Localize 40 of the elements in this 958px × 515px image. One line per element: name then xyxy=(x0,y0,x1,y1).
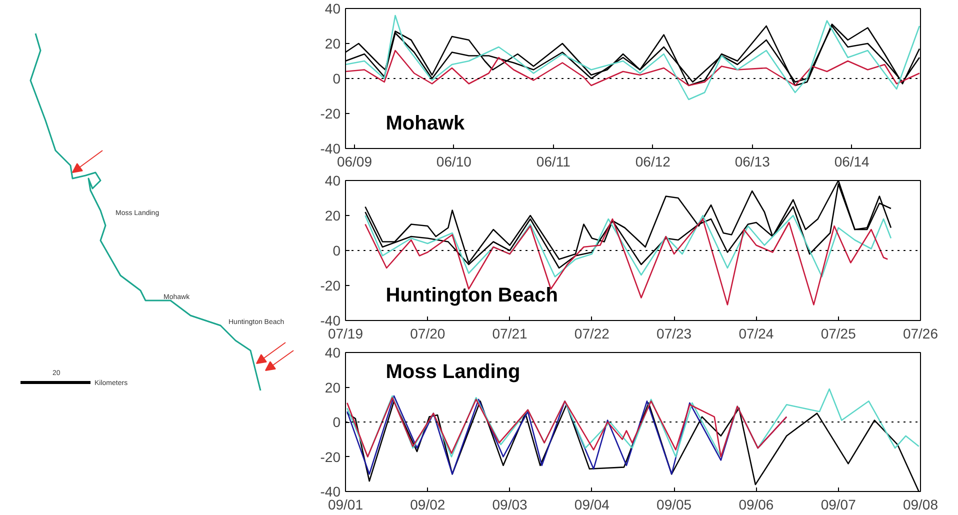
y-tick-label: 20 xyxy=(324,208,341,224)
x-tick-label: 06/09 xyxy=(336,154,372,170)
annotation: Mohawk xyxy=(386,112,466,134)
annotation: Huntington Beach xyxy=(386,284,558,306)
x-tick-label: 09/06 xyxy=(738,496,774,512)
y-tick-label: 0 xyxy=(332,70,341,86)
x-tick-label: 09/02 xyxy=(410,496,446,512)
y-tick-label: -20 xyxy=(320,278,341,294)
x-tick-label: 07/20 xyxy=(410,326,446,342)
x-tick-label: 09/03 xyxy=(492,496,528,512)
x-tick-label: 07/26 xyxy=(902,326,938,342)
y-tick-label: -20 xyxy=(320,106,341,122)
y-tick-label: -40 xyxy=(320,312,341,328)
x-tick-label: 06/13 xyxy=(734,154,770,170)
y-tick-label: -40 xyxy=(320,484,341,500)
y-tick-label: 20 xyxy=(324,36,341,52)
x-tick-label: 07/25 xyxy=(820,326,856,342)
x-tick-label: 07/24 xyxy=(738,326,774,342)
x-tick-label: 06/12 xyxy=(635,154,671,170)
x-tick-label: 09/05 xyxy=(656,496,692,512)
x-tick-label: 09/01 xyxy=(328,496,364,512)
x-tick-label: 09/04 xyxy=(574,496,610,512)
y-tick-label: 0 xyxy=(332,414,341,430)
annotation: Moss Landing xyxy=(386,361,520,384)
x-tick-label: 06/11 xyxy=(536,154,571,170)
y-tick-label: -20 xyxy=(320,448,341,465)
x-tick-label: 07/22 xyxy=(574,326,610,342)
x-tick-label: 07/23 xyxy=(656,326,692,342)
y-tick-label: 40 xyxy=(324,0,341,16)
y-tick-label: 0 xyxy=(332,242,341,258)
x-tick-label: 06/14 xyxy=(834,154,870,170)
y-tick-label: 20 xyxy=(324,379,341,396)
x-tick-label: 09/07 xyxy=(820,496,856,512)
x-tick-label: 07/19 xyxy=(328,326,364,342)
y-tick-label: 40 xyxy=(324,344,341,360)
x-tick-label: 06/10 xyxy=(436,154,472,170)
x-tick-label: 09/08 xyxy=(902,496,938,512)
y-tick-label: -40 xyxy=(320,140,341,156)
x-tick-label: 07/21 xyxy=(492,326,528,342)
y-tick-label: 40 xyxy=(324,172,341,188)
